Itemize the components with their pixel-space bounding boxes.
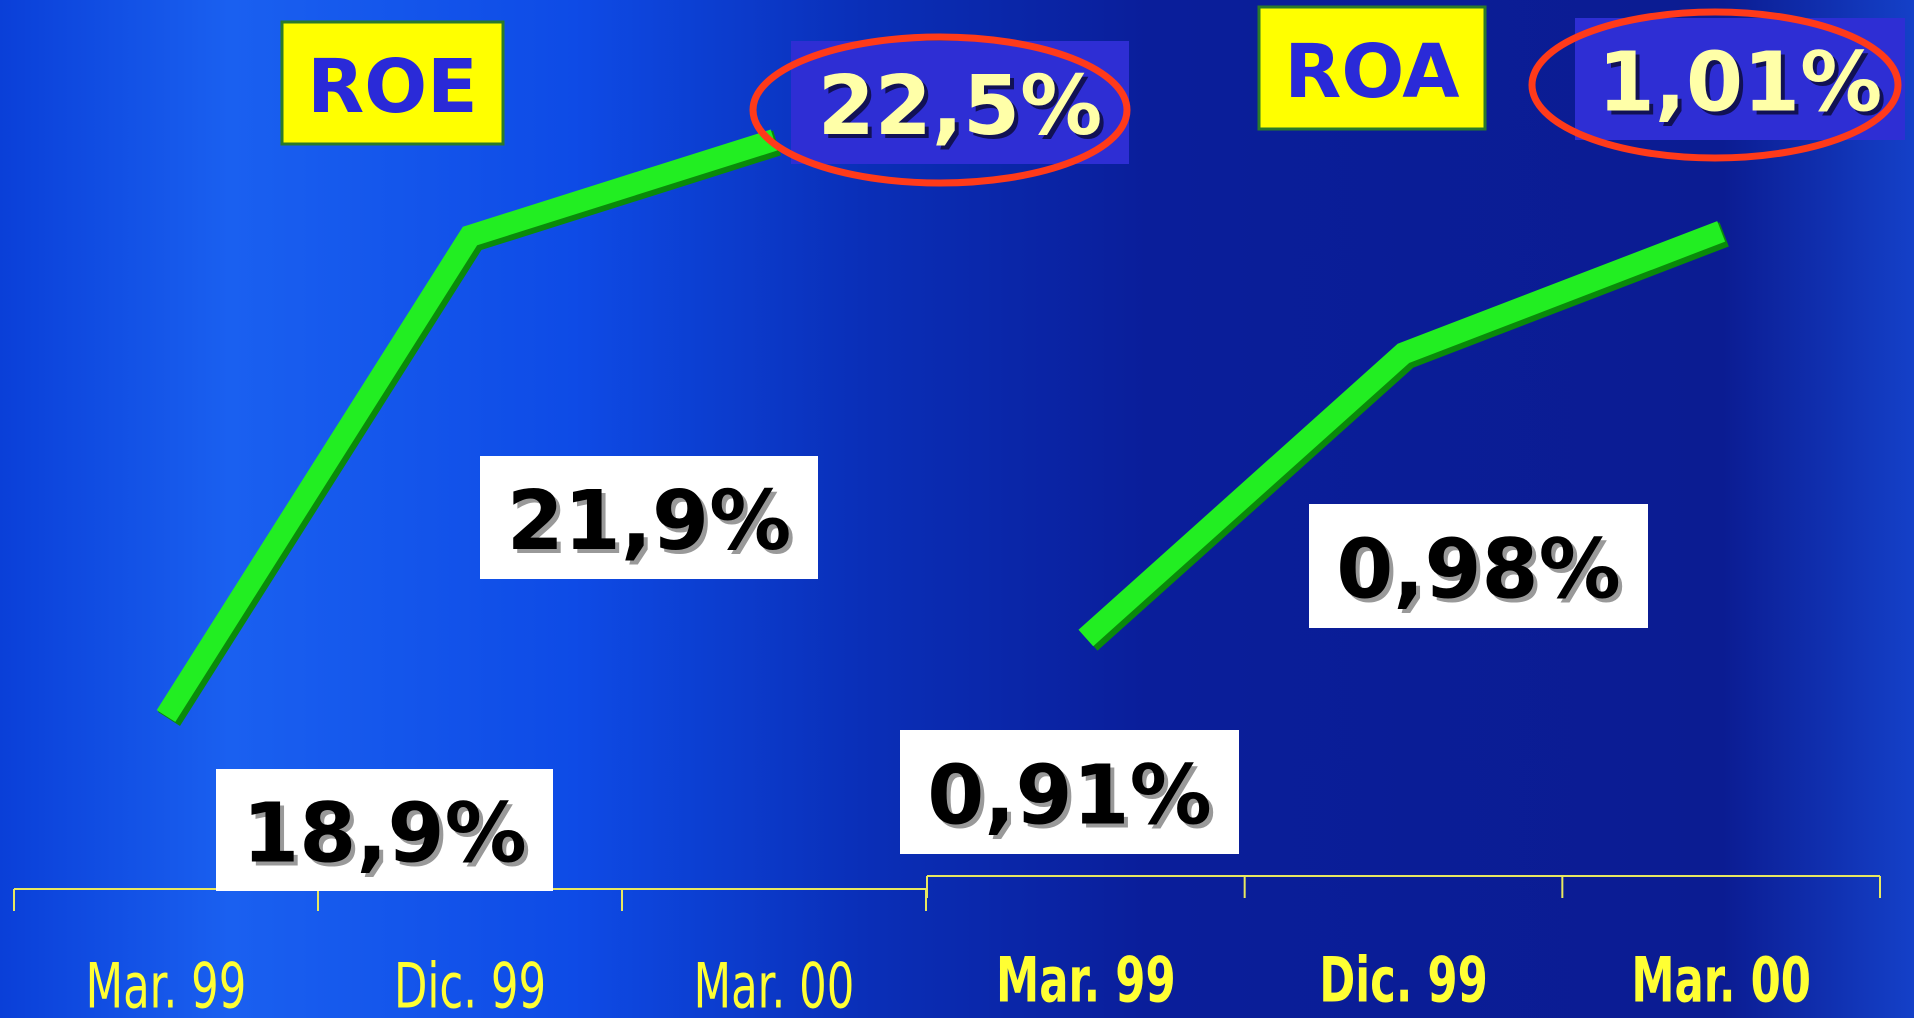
label-shadow: 0,98% (1340, 527, 1624, 622)
line (156, 129, 778, 722)
chart-title: ROE (307, 44, 477, 130)
label-box (900, 730, 1239, 854)
label-box (1309, 504, 1648, 628)
data-label: 22,5% (818, 59, 1102, 154)
x-tick-label: Mar. 00 (1631, 944, 1811, 1017)
label-box (216, 769, 553, 891)
data-label: 0,98% (1336, 523, 1620, 618)
label-shadow: 18,9% (246, 791, 530, 886)
data-label: 0,91% (927, 749, 1211, 844)
label-shadow: 1,01% (1602, 40, 1886, 135)
highlight-ring (749, 33, 1131, 187)
line (1078, 221, 1726, 647)
x-tick-label: Dic. 99 (1319, 944, 1488, 1017)
data-label: 1,01% (1598, 36, 1882, 131)
label-shadow: 22,5% (822, 63, 1106, 158)
label-box (480, 456, 818, 579)
x-tick-label: Dic. 99 (394, 950, 546, 1018)
data-label: 21,9% (507, 474, 791, 569)
x-tick-label: Mar. 99 (86, 950, 247, 1018)
chart-title: ROA (1284, 29, 1459, 115)
highlight-ring (1528, 8, 1902, 162)
x-tick-label: Mar. 00 (694, 950, 855, 1018)
label-shadow: 0,91% (931, 753, 1215, 848)
title-box (1257, 5, 1487, 131)
data-label: 18,9% (242, 787, 526, 882)
label-shadow: 21,9% (511, 478, 795, 573)
title-box (280, 20, 505, 146)
x-tick-label: Mar. 99 (996, 944, 1176, 1017)
